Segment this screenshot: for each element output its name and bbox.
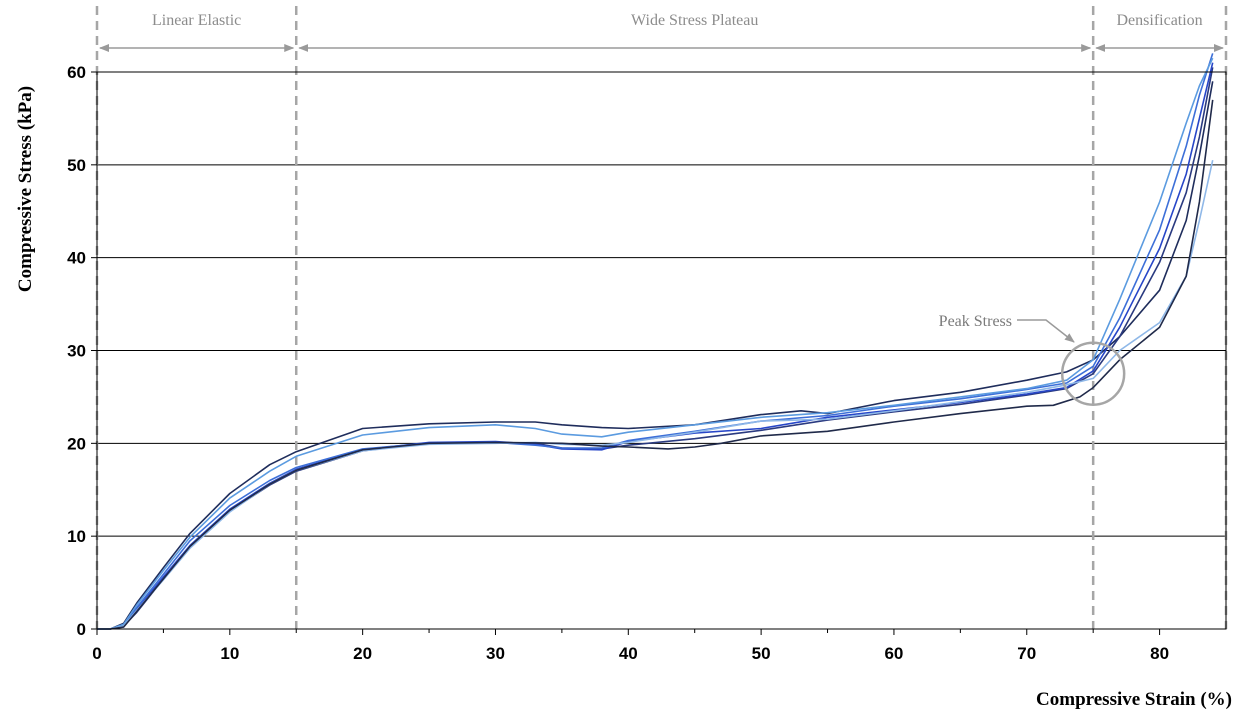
x-tick-label-20: 20	[353, 644, 372, 663]
peak-stress-arrow	[1017, 319, 1075, 343]
y-tick-label-30: 30	[67, 342, 86, 361]
x-tick-label-10: 10	[220, 644, 239, 663]
x-tick-label-0: 0	[92, 644, 101, 663]
y-tick-label-20: 20	[67, 434, 86, 453]
peak-stress-label: Peak Stress	[939, 313, 1012, 330]
peak-stress-circle	[1060, 341, 1126, 406]
annotations: Peak Stress	[939, 313, 1126, 406]
x-tick-label-30: 30	[486, 644, 505, 663]
region-label-2: Densification	[1116, 12, 1202, 29]
axes: 0 10 20 30 40 50 60 70 80 0 10 20 30 40 50 60	[67, 63, 1227, 663]
series-line-3	[97, 62, 1214, 630]
y-tick-label-0: 0	[77, 620, 86, 639]
region-markers: Linear Elastic Wide Stress Plateau Densifi…	[95, 6, 1228, 629]
data-series	[97, 53, 1214, 630]
y-tick-label-40: 40	[67, 249, 86, 268]
x-tick-label-70: 70	[1017, 644, 1036, 663]
x-tick-label-80: 80	[1150, 644, 1169, 663]
x-axis-title: Compressive Strain (%)	[1036, 689, 1232, 710]
region-label-1: Wide Stress Plateau	[631, 12, 758, 29]
y-tick-label-10: 10	[67, 527, 86, 546]
series-line-2	[97, 67, 1214, 630]
series-line-5	[97, 57, 1214, 630]
series-line-4	[97, 53, 1214, 630]
x-tick-label-50: 50	[752, 644, 771, 663]
x-tick-label-40: 40	[619, 644, 638, 663]
series-line-1	[97, 81, 1214, 630]
region-label-0: Linear Elastic	[152, 12, 241, 29]
y-axis-title: Compressive Stress (kPa)	[15, 86, 36, 292]
y-tick-label-50: 50	[67, 156, 86, 175]
x-tick-label-60: 60	[884, 644, 903, 663]
y-tick-label-60: 60	[67, 63, 86, 82]
series-line-6	[97, 160, 1214, 630]
series-line-7	[97, 99, 1214, 630]
